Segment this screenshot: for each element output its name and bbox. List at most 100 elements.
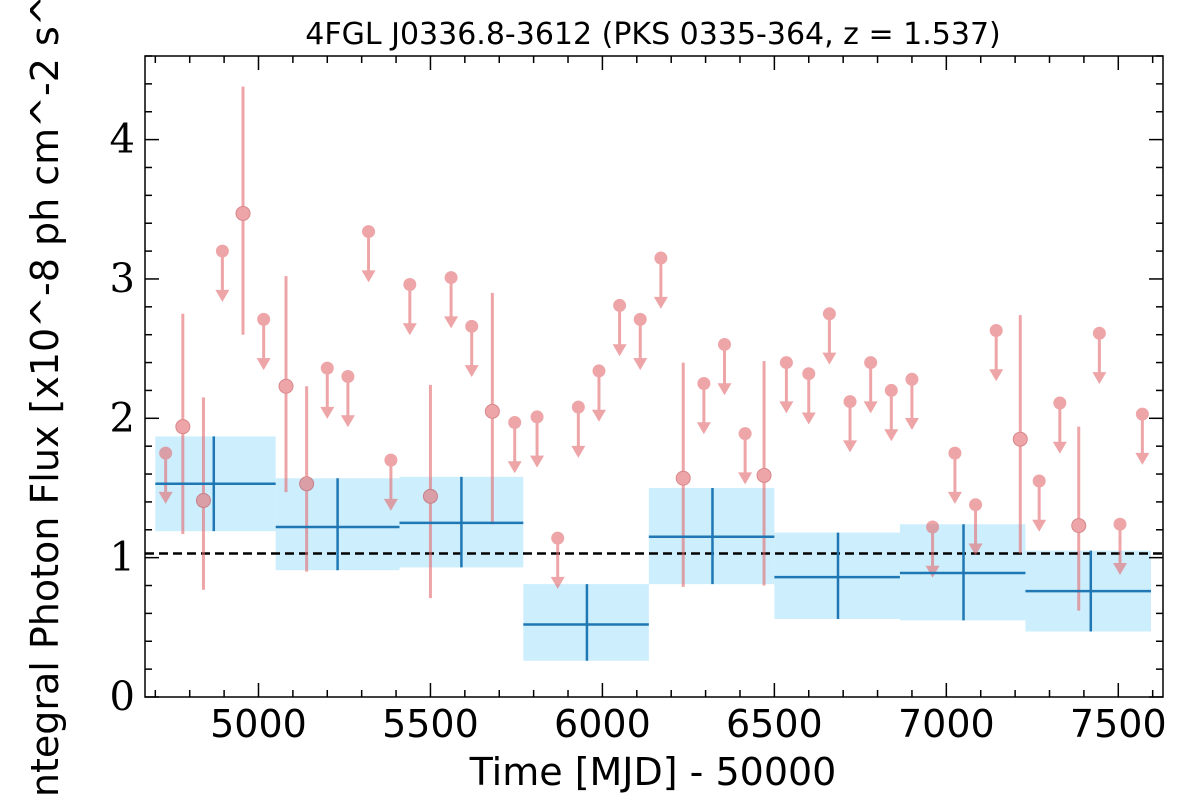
upper-limit-marker [884,383,898,397]
upper-limit-point [822,307,837,365]
upper-limit-point [507,415,522,474]
upper-limit-point [738,427,753,485]
upper-limit-marker [592,364,606,378]
upper-limit-marker [384,453,398,467]
upper-limit-arrowhead [696,422,711,435]
upper-limit-point [696,376,711,435]
upper-limit-marker [444,271,458,285]
upper-limit-point [717,337,732,396]
upper-limit-arrowhead [340,415,355,428]
upper-limit-marker [989,324,1003,338]
detection-marker [1071,518,1087,534]
upper-limit-marker [654,251,668,265]
upper-limit-marker [530,410,544,424]
upper-limit-point [320,361,335,419]
upper-limit-point [843,395,858,453]
x-tick-label: 7500 [1070,702,1167,746]
detection-marker [175,419,191,435]
upper-limit-marker [738,427,752,441]
detection-marker [235,205,251,221]
upper-limit-marker [843,395,857,409]
upper-limit-arrowhead [717,383,732,396]
upper-limit-marker [1113,517,1127,531]
upper-limit-marker [362,225,376,239]
upper-limit-arrowhead [653,296,668,309]
upper-limit-point [863,356,878,414]
upper-limit-point [383,453,398,511]
upper-limit-marker [571,400,585,414]
upper-limit-arrowhead [1052,441,1067,454]
upper-limit-marker [215,244,229,258]
upper-limit-arrowhead [591,409,606,422]
y-tick-label: 3 [110,256,135,302]
y-tick-label: 1 [110,535,135,581]
upper-limit-marker [1053,396,1067,410]
detection-point [175,313,191,534]
x-tick-label: 6500 [726,702,823,746]
y-tick-label: 0 [110,674,135,720]
upper-limit-marker [633,312,647,326]
upper-limit-arrowhead [320,406,335,419]
upper-limit-marker [905,372,919,386]
upper-limit-point [884,383,899,442]
x-tick-label: 5000 [210,702,307,746]
detection-point [195,397,211,590]
y-axis-label: Integral Photon Flux [x10^-8 ph cm^-2 s^… [23,0,67,800]
upper-limit-marker [257,312,271,326]
upper-limit-arrowhead [530,455,545,468]
detection-point [299,386,315,572]
upper-limit-arrowhead [256,358,271,371]
upper-limit-marker [948,446,962,460]
detection-marker [756,467,772,483]
detection-point [1071,426,1087,611]
x-tick-label: 6000 [554,702,651,746]
upper-limit-point [1052,396,1067,454]
y-tick-label: 2 [110,395,135,441]
upper-limit-marker [341,370,355,383]
detection-point [235,86,251,335]
upper-limit-point [1135,407,1150,465]
upper-limit-point [947,446,962,504]
detection-marker [422,488,438,504]
upper-limit-marker [159,446,173,460]
upper-limit-point [361,225,376,283]
upper-limit-arrowhead [843,440,858,453]
upper-limit-point [968,498,983,556]
upper-limit-point [653,251,668,309]
upper-limit-point [904,372,919,431]
upper-limit-marker [1092,326,1106,340]
upper-limit-arrowhead [801,412,816,425]
upper-limit-point [1092,326,1107,385]
upper-limit-arrowhead [884,429,899,442]
upper-limit-marker [779,356,793,370]
detection-marker [195,493,211,509]
upper-limit-point [530,410,545,468]
upper-limit-arrowhead [779,401,794,414]
upper-limit-arrowhead [968,543,983,556]
upper-limit-point [801,367,816,425]
upper-limit-point [402,278,417,336]
upper-limit-arrowhead [402,323,417,336]
chart-title: 4FGL J0336.8-3612 (PKS 0335-364, z = 1.5… [305,17,1000,52]
upper-limit-arrowhead [1113,562,1128,575]
upper-limit-arrowhead [158,491,173,504]
detection-marker [1012,431,1028,447]
upper-limit-marker [864,356,878,370]
upper-limit-marker [718,337,732,351]
x-tick-label: 7000 [898,702,995,746]
upper-limit-point [1032,474,1047,532]
x-tick-label: 5500 [382,702,479,746]
upper-limit-point [340,370,355,428]
upper-limit-marker [1032,474,1046,488]
upper-limit-marker [613,298,627,312]
detection-marker [675,470,691,486]
upper-limit-point [215,244,230,302]
upper-limit-point [571,400,586,458]
detection-point [278,276,294,493]
detection-marker [484,403,500,419]
upper-limit-arrowhead [464,365,479,378]
upper-limit-arrowhead [571,445,586,458]
upper-limit-point [444,271,459,329]
upper-limit-point [989,324,1004,382]
upper-limit-marker [822,307,836,321]
